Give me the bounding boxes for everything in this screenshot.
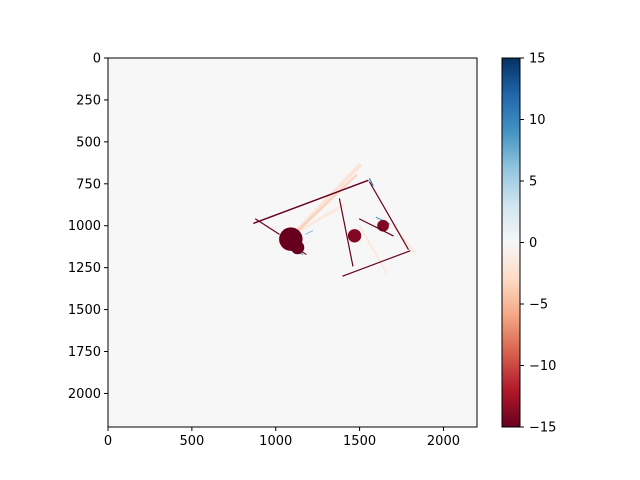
x-axis: 0 500 1000 1500 2000: [104, 427, 460, 449]
y-tick-label: 1000: [68, 219, 101, 234]
heatmap-structure-18: [290, 240, 305, 255]
y-tick-label: 750: [76, 177, 101, 192]
y-tick-label: 1500: [68, 303, 101, 318]
x-tick-label: 1500: [343, 434, 376, 449]
heatmap-structure-8: [369, 178, 374, 187]
y-tick-label: 1750: [68, 345, 101, 360]
heatmap-structure-19: [255, 218, 280, 235]
colorbar-tick-label: 15: [529, 52, 546, 67]
heatmap-structure-4: [291, 174, 358, 237]
colorbar: [502, 58, 520, 427]
colorbar-tick-label: 10: [529, 113, 546, 128]
heatmap-structure-9: [347, 229, 362, 243]
x-tick-label: 500: [179, 434, 204, 449]
x-tick-label: 2000: [427, 434, 460, 449]
heatmap-structure-5: [305, 230, 314, 235]
y-tick-label: 2000: [68, 387, 101, 402]
heatmap-structures: [253, 163, 416, 277]
heatmap-structure-1: [358, 224, 388, 274]
heatmap-structure-16: [358, 218, 394, 237]
colorbar-tick-label: 0: [529, 236, 537, 251]
heatmap-structure-15: [369, 181, 409, 250]
colorbar-tick-label: −5: [529, 298, 548, 313]
y-tick-label: 500: [76, 135, 101, 150]
heatmap-structure-14: [338, 198, 354, 267]
x-tick-label: 0: [104, 434, 112, 449]
colorbar-tick-label: −15: [529, 421, 556, 436]
plot-frame: [107, 57, 478, 428]
y-tick-label: 250: [76, 93, 101, 108]
x-tick-label: 1000: [259, 434, 292, 449]
heatmap-structure-12: [253, 179, 369, 224]
heatmap-structure-13: [342, 250, 411, 277]
y-axis: 0 250 500 750 1000 1250 1500 1750 2000: [68, 52, 108, 402]
heatmap-structure-10: [377, 219, 389, 232]
colorbar-tick-label: 5: [529, 175, 537, 190]
y-tick-label: 0: [93, 52, 101, 67]
colorbar-tick-label: −10: [529, 359, 556, 374]
y-tick-label: 1250: [68, 261, 101, 276]
colorbar-axis: 15 10 5 0 −5 −10 −15: [520, 52, 556, 436]
